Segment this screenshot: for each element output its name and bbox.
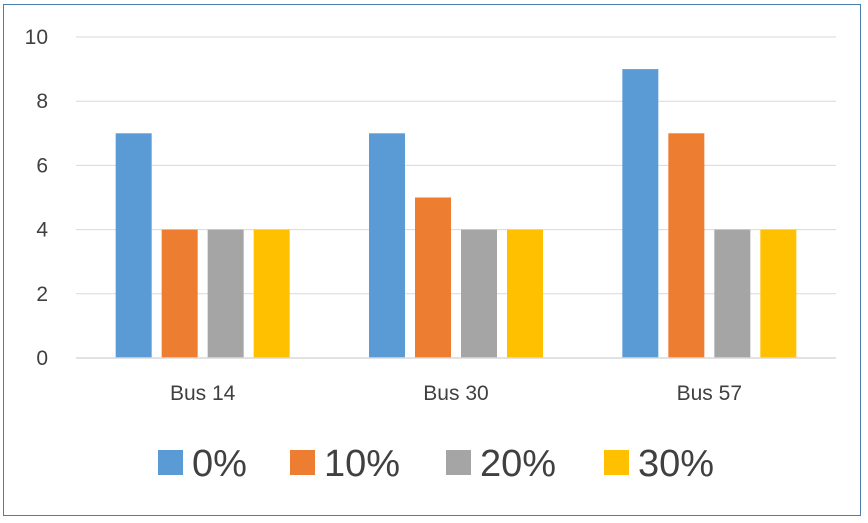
y-tick-label-0: 0 [36, 347, 48, 370]
legend-swatch-2 [290, 450, 315, 475]
legend-label-3: 20% [480, 443, 556, 485]
y-tick-label-6: 6 [36, 154, 48, 177]
legend-label-1: 0% [192, 443, 247, 485]
category-label-3: Bus 57 [677, 382, 742, 405]
gridlines [76, 36, 836, 295]
bar-bus-57-20pct [714, 229, 751, 358]
bar-bus-14-20pct [207, 229, 244, 358]
bar-bus-57-10pct [668, 133, 705, 358]
category-labels: Bus 14 Bus 30 Bus 57 [170, 382, 742, 405]
legend-swatch-3 [446, 450, 471, 475]
category-label-2: Bus 30 [423, 382, 488, 405]
bar-bus-14-10pct [161, 229, 198, 358]
legend-label-2: 10% [324, 443, 400, 485]
legend-swatch-1 [158, 450, 183, 475]
y-tick-label-2: 2 [36, 283, 48, 306]
legend-swatch-4 [604, 450, 629, 475]
bar-bus-14-0pct [115, 133, 152, 358]
bar-bus-57-30pct [760, 229, 797, 358]
bar-bus-30-20pct [461, 229, 497, 358]
bar-bus-30-10pct [415, 197, 451, 358]
legend-label-4: 30% [638, 443, 714, 485]
category-label-1: Bus 14 [170, 382, 236, 405]
bar-bus-30-0pct [369, 133, 405, 358]
y-tick-label-10: 10 [25, 26, 48, 49]
y-axis-tick-labels: 0 2 4 6 8 10 [25, 26, 49, 370]
y-tick-label-4: 4 [36, 219, 48, 242]
y-tick-label-8: 8 [36, 90, 48, 113]
bars [115, 69, 797, 358]
bar-bus-14-30pct [253, 229, 290, 358]
legend: 0% 10% 20% 30% [158, 443, 714, 485]
bar-bus-57-0pct [622, 69, 659, 358]
bar-bus-30-30pct [507, 229, 543, 358]
